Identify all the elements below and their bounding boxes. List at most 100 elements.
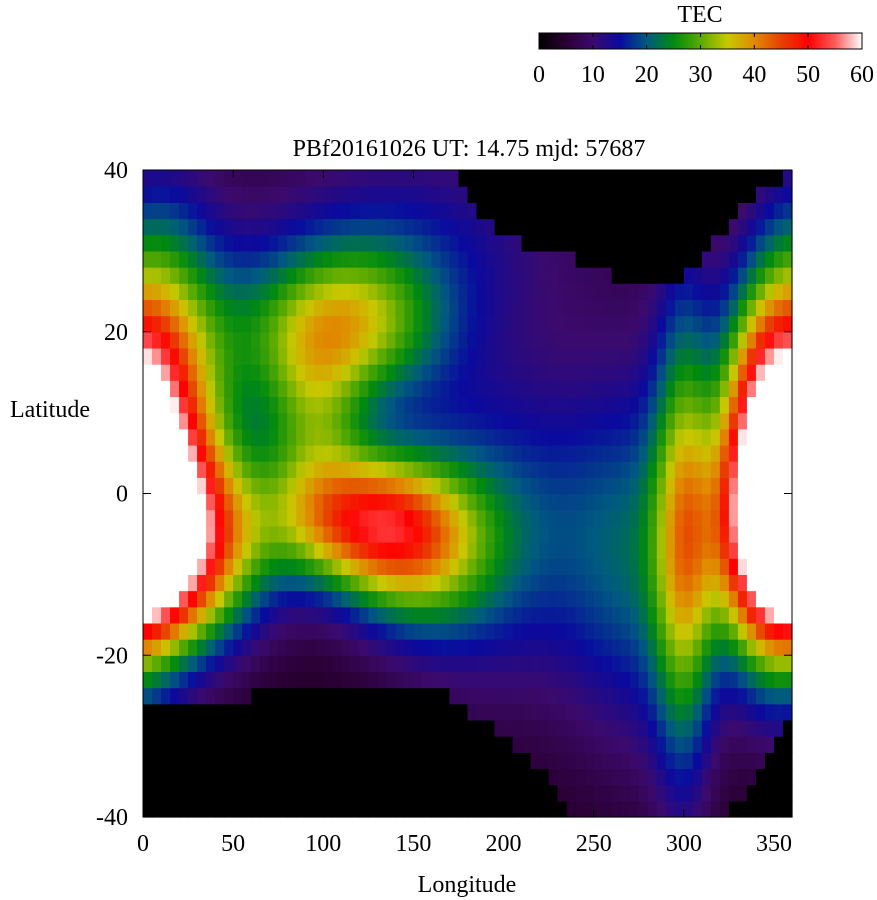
heatmap-cell (161, 509, 171, 527)
heatmap-cell (215, 493, 225, 511)
heatmap-cell (161, 396, 171, 414)
heatmap-cell (521, 655, 532, 673)
heatmap-cell (350, 412, 360, 430)
colorbar-tick-label: 50 (796, 62, 820, 88)
heatmap-cell (512, 267, 523, 284)
heatmap-cell (503, 186, 514, 203)
heatmap-cell (593, 202, 604, 220)
heatmap-cell (215, 736, 225, 753)
heatmap-cell (593, 622, 604, 640)
heatmap-cell (494, 477, 505, 495)
heatmap-cell (539, 525, 550, 543)
heatmap-cell (260, 283, 270, 300)
heatmap-cell (476, 719, 487, 737)
heatmap-cell (719, 736, 730, 753)
heatmap-cell (233, 493, 243, 511)
heatmap-cell (179, 364, 189, 381)
heatmap-cell (719, 542, 730, 559)
heatmap-cell (593, 784, 604, 802)
heatmap-cell (323, 525, 333, 543)
heatmap-cell (656, 234, 667, 252)
colorbar-tick-label: 20 (635, 62, 659, 88)
heatmap-cell (206, 444, 216, 462)
heatmap-cell (323, 719, 333, 737)
heatmap-cell (242, 622, 252, 640)
heatmap-cell (629, 267, 640, 284)
heatmap-cell (764, 558, 775, 575)
heatmap-cell (512, 703, 523, 721)
heatmap-cell (431, 396, 442, 414)
heatmap-cell (242, 234, 252, 252)
x-tick-label: 100 (305, 831, 341, 857)
heatmap-cell (179, 639, 189, 656)
heatmap-cell (197, 558, 207, 575)
heatmap-cell (179, 250, 189, 268)
heatmap-cell (503, 542, 514, 559)
heatmap-cell (773, 574, 784, 592)
heatmap-cell (521, 558, 532, 575)
heatmap-cell (377, 428, 387, 446)
heatmap-cell (638, 331, 649, 349)
heatmap-cell (458, 606, 469, 624)
heatmap-cell (503, 606, 514, 624)
heatmap-cell (683, 428, 694, 446)
heatmap-cell (494, 736, 505, 753)
heatmap-cell (143, 558, 153, 575)
heatmap-cell (476, 331, 487, 349)
heatmap-cell (539, 267, 550, 284)
heatmap-cell (215, 218, 225, 236)
heatmap-cell (440, 299, 451, 317)
heatmap-cell (746, 655, 757, 673)
heatmap-cell (566, 396, 577, 414)
heatmap-cell (377, 509, 387, 527)
heatmap-cell (431, 768, 442, 786)
heatmap-cell (161, 800, 171, 818)
heatmap-cell (341, 736, 351, 753)
heatmap-cell (620, 574, 631, 592)
heatmap-cell (467, 525, 478, 543)
heatmap-cell (476, 655, 487, 673)
heatmap-cell (494, 719, 505, 737)
heatmap-cell (404, 250, 415, 268)
heatmap-cell (575, 412, 586, 430)
heatmap-cell (575, 655, 586, 673)
heatmap-cell (638, 202, 649, 220)
heatmap-cell (251, 606, 261, 624)
heatmap-cell (188, 364, 198, 381)
heatmap-cell (737, 639, 748, 656)
heatmap-cell (485, 283, 496, 300)
heatmap-cell (224, 428, 234, 446)
heatmap-cell (503, 412, 514, 430)
heatmap-cell (314, 606, 324, 624)
heatmap-cell (377, 477, 387, 495)
heatmap-cell (215, 347, 225, 365)
heatmap-cell (404, 542, 415, 559)
heatmap-cell (530, 461, 541, 478)
heatmap-cell (521, 461, 532, 478)
heatmap-cell (332, 331, 342, 349)
heatmap-cell (341, 574, 351, 592)
heatmap-cell (476, 380, 487, 398)
heatmap-cell (350, 315, 360, 333)
heatmap-cell (386, 493, 396, 511)
heatmap-cell (728, 396, 739, 414)
heatmap-cell (260, 590, 270, 608)
heatmap-cell (683, 493, 694, 511)
heatmap-cell (539, 542, 550, 559)
heatmap-cell (197, 444, 207, 462)
heatmap-cell (296, 558, 306, 575)
colorbar: TEC 0 10 20 30 40 50 60 (533, 2, 874, 88)
heatmap-cell (395, 234, 405, 252)
heatmap-cell (242, 283, 252, 300)
heatmap-cell (278, 396, 288, 414)
heatmap-cell (224, 687, 234, 705)
heatmap-cell (710, 558, 721, 575)
heatmap-cell (683, 283, 694, 300)
heatmap-cell (449, 267, 460, 284)
heatmap-cell (458, 671, 469, 689)
heatmap-cell (440, 719, 451, 737)
heatmap-cell (377, 525, 387, 543)
heatmap-cell (755, 250, 766, 268)
heatmap-cell (359, 671, 369, 689)
heatmap-cell (395, 558, 405, 575)
